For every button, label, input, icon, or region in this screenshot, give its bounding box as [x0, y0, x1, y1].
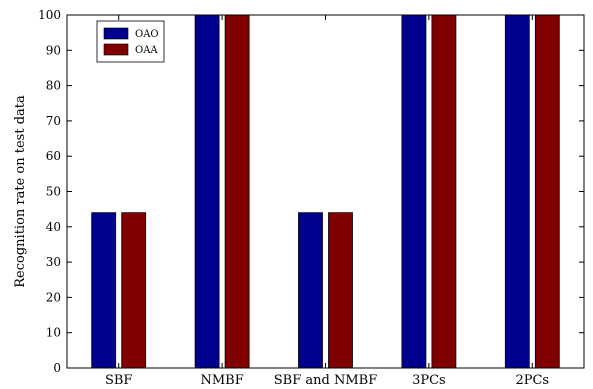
x-axis-ticks: SBF NMBF SBF and NMBF 3PCs 2PCs — [105, 15, 549, 388]
legend-swatch-oao — [103, 27, 129, 40]
bar-oaa-2 — [328, 212, 353, 369]
bar-oao-1 — [194, 14, 220, 369]
bar-oao-4 — [504, 14, 530, 369]
bar-oaa-1 — [224, 14, 250, 369]
plot-frame — [66, 14, 585, 369]
y-tick-label: 100 — [38, 8, 61, 22]
y-tick-label: 60 — [46, 149, 61, 163]
bar-oao-2 — [298, 212, 323, 369]
y-tick-label: 0 — [53, 361, 61, 375]
bar-oao-0 — [91, 212, 117, 369]
x-category-label: SBF — [105, 373, 132, 388]
bar-oao-3 — [401, 14, 427, 369]
y-tick-label: 70 — [46, 114, 61, 128]
y-tick-label: 40 — [46, 220, 61, 234]
x-category-label: SBF and NMBF — [274, 373, 377, 388]
y-axis-ticks: 0 10 20 30 40 50 60 70 80 90 100 — [38, 8, 584, 375]
y-axis-label: Recognition rate on test data — [13, 95, 28, 288]
y-tick-label: 30 — [46, 255, 61, 269]
legend: OAO OAA — [96, 20, 165, 63]
x-category-label: 3PCs — [412, 373, 446, 388]
y-tick-label: 80 — [46, 79, 61, 93]
bars-group — [91, 14, 560, 369]
y-tick-label: 50 — [46, 185, 61, 199]
x-category-label: 2PCs — [515, 373, 549, 388]
legend-label-oaa: OAA — [135, 45, 158, 56]
legend-swatch-oaa — [103, 43, 129, 56]
bar-oaa-4 — [534, 14, 560, 369]
y-tick-label: 10 — [46, 326, 61, 340]
bar-oaa-3 — [431, 14, 457, 369]
y-tick-label: 90 — [46, 43, 61, 57]
legend-label-oao: OAO — [135, 29, 159, 40]
x-category-label: NMBF — [200, 373, 243, 388]
y-tick-label: 20 — [46, 290, 61, 304]
bar-oaa-0 — [121, 212, 147, 369]
